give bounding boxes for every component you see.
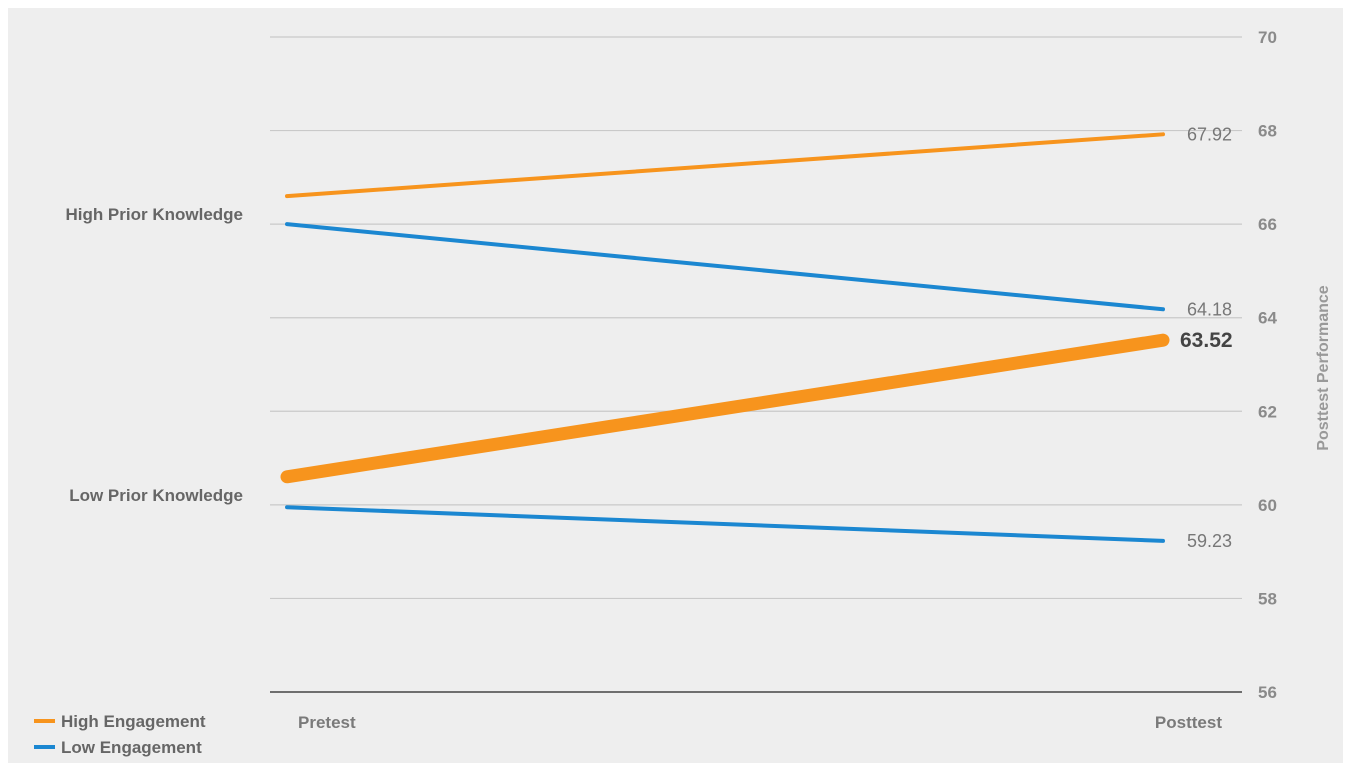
row-label: Low Prior Knowledge xyxy=(69,486,243,505)
data-label: 64.18 xyxy=(1187,299,1232,319)
x-axis-labels: Pretest Posttest xyxy=(298,713,1222,732)
y-tick-label: 70 xyxy=(1258,28,1277,47)
y-axis-label: Posttest Performance xyxy=(1315,285,1332,450)
series-line xyxy=(285,505,1165,543)
row-label: High Prior Knowledge xyxy=(65,205,243,224)
legend-label: High Engagement xyxy=(61,712,206,731)
plot-background xyxy=(8,8,1343,763)
series-lines xyxy=(280,132,1170,543)
y-axis-ticks: 56 58 60 62 64 66 68 70 xyxy=(1258,28,1277,702)
legend-item: High Engagement xyxy=(34,712,206,731)
gridlines xyxy=(270,36,1242,693)
data-label: 63.52 xyxy=(1180,329,1233,352)
y-tick-label: 68 xyxy=(1258,122,1277,141)
data-label: 67.92 xyxy=(1187,124,1232,144)
legend-item: Low Engagement xyxy=(34,738,202,757)
y-tick-label: 58 xyxy=(1258,589,1277,608)
data-label: 59.23 xyxy=(1187,531,1232,551)
x-tick-label: Posttest xyxy=(1155,713,1222,732)
series-line xyxy=(285,132,1165,199)
y-tick-label: 66 xyxy=(1258,215,1277,234)
y-tick-label: 56 xyxy=(1258,683,1277,702)
y-tick-label: 60 xyxy=(1258,496,1277,515)
series-line xyxy=(285,222,1165,312)
series-line xyxy=(280,333,1170,484)
x-tick-label: Pretest xyxy=(298,713,356,732)
y-tick-label: 64 xyxy=(1258,309,1277,328)
legend: High Engagement Low Engagement xyxy=(34,712,206,757)
row-labels: High Prior Knowledge Low Prior Knowledge xyxy=(65,205,243,505)
data-labels: 67.92 64.18 63.52 59.23 xyxy=(1180,124,1233,551)
legend-label: Low Engagement xyxy=(61,738,202,757)
y-tick-label: 62 xyxy=(1258,402,1277,421)
